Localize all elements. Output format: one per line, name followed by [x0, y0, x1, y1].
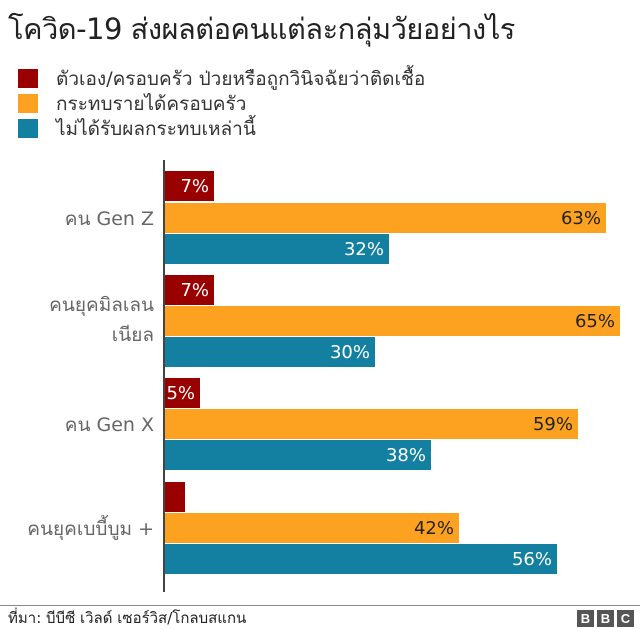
- category-label-line: คนยุคเบบี้บูม +: [27, 518, 154, 540]
- legend-swatch-red: [18, 69, 38, 88]
- category-label-boomer: คนยุคเบบี้บูม +: [27, 514, 154, 544]
- bar-value: 42%: [413, 517, 454, 539]
- bar-value: 30%: [329, 341, 370, 363]
- bar-millennial-infected: 7%: [165, 275, 214, 305]
- legend-item-income: กระทบรายได้ครอบครัว: [18, 91, 425, 116]
- bar-millennial-unaffected: 30%: [165, 337, 375, 367]
- bbc-logo-letter: B: [577, 610, 594, 627]
- bar-boomer-unaffected: 56%: [165, 544, 557, 574]
- bbc-logo-letter: C: [617, 610, 634, 627]
- legend-label: ตัวเอง/ครอบครัว ป่วยหรือถูกวินิจฉัยว่าติ…: [56, 67, 426, 90]
- bar-gen-z-infected: 7%: [165, 171, 214, 201]
- category-label-gen-x: คน Gen X: [65, 410, 154, 440]
- bbc-logo-letter: B: [597, 610, 614, 627]
- bar-gen-z-income: 63%: [165, 203, 606, 233]
- bbc-logo: B B C: [577, 610, 634, 627]
- footer-divider: [0, 605, 640, 606]
- legend-swatch-orange: [18, 94, 38, 113]
- bar-value: 7%: [180, 175, 209, 197]
- legend-item-infected: ตัวเอง/ครอบครัว ป่วยหรือถูกวินิจฉัยว่าติ…: [18, 66, 425, 91]
- bar-millennial-income: 65%: [165, 306, 620, 336]
- source-text: ที่มา: บีบีซี เวิลด์ เซอร์วิส/โกลบสแกน: [8, 609, 247, 627]
- chart-title: โควิด-19 ส่งผลต่อคนแต่ละกลุ่มวัยอย่างไร: [8, 12, 515, 46]
- category-label-line: คน Gen Z: [64, 208, 154, 230]
- bar-boomer-income: 42%: [165, 513, 459, 543]
- bar-value: 59%: [532, 413, 573, 435]
- bar-gen-x-infected: 5%: [165, 378, 200, 408]
- bar-value: 32%: [343, 238, 384, 260]
- bar-gen-z-unaffected: 32%: [165, 234, 389, 264]
- bar-gen-x-income: 59%: [165, 409, 578, 439]
- bar-value: 65%: [574, 310, 615, 332]
- bar-value: 5%: [166, 382, 195, 404]
- category-label-line: เนียล: [111, 324, 154, 346]
- category-label-gen-z: คน Gen Z: [65, 204, 154, 234]
- bar-value: 7%: [180, 279, 209, 301]
- category-label-line: คน Gen X: [64, 414, 154, 436]
- bar-value: 63%: [560, 207, 601, 229]
- legend-item-unaffected: ไม่ได้รับผลกระทบเหล่านี้: [18, 116, 425, 141]
- category-label-line: คนยุคมิลเลน: [49, 294, 154, 316]
- bar-boomer-infected: [165, 482, 185, 512]
- y-axis-line: [163, 160, 165, 592]
- bar-value: 38%: [385, 444, 426, 466]
- bar-gen-x-unaffected: 38%: [165, 440, 431, 470]
- legend-label: กระทบรายได้ครอบครัว: [56, 92, 247, 115]
- bar-value: 56%: [511, 548, 552, 570]
- legend-swatch-blue: [18, 119, 38, 138]
- legend: ตัวเอง/ครอบครัว ป่วยหรือถูกวินิจฉัยว่าติ…: [18, 66, 425, 141]
- legend-label: ไม่ได้รับผลกระทบเหล่านี้: [56, 117, 256, 140]
- category-label-millennial: คนยุคมิลเลน เนียล: [49, 290, 154, 350]
